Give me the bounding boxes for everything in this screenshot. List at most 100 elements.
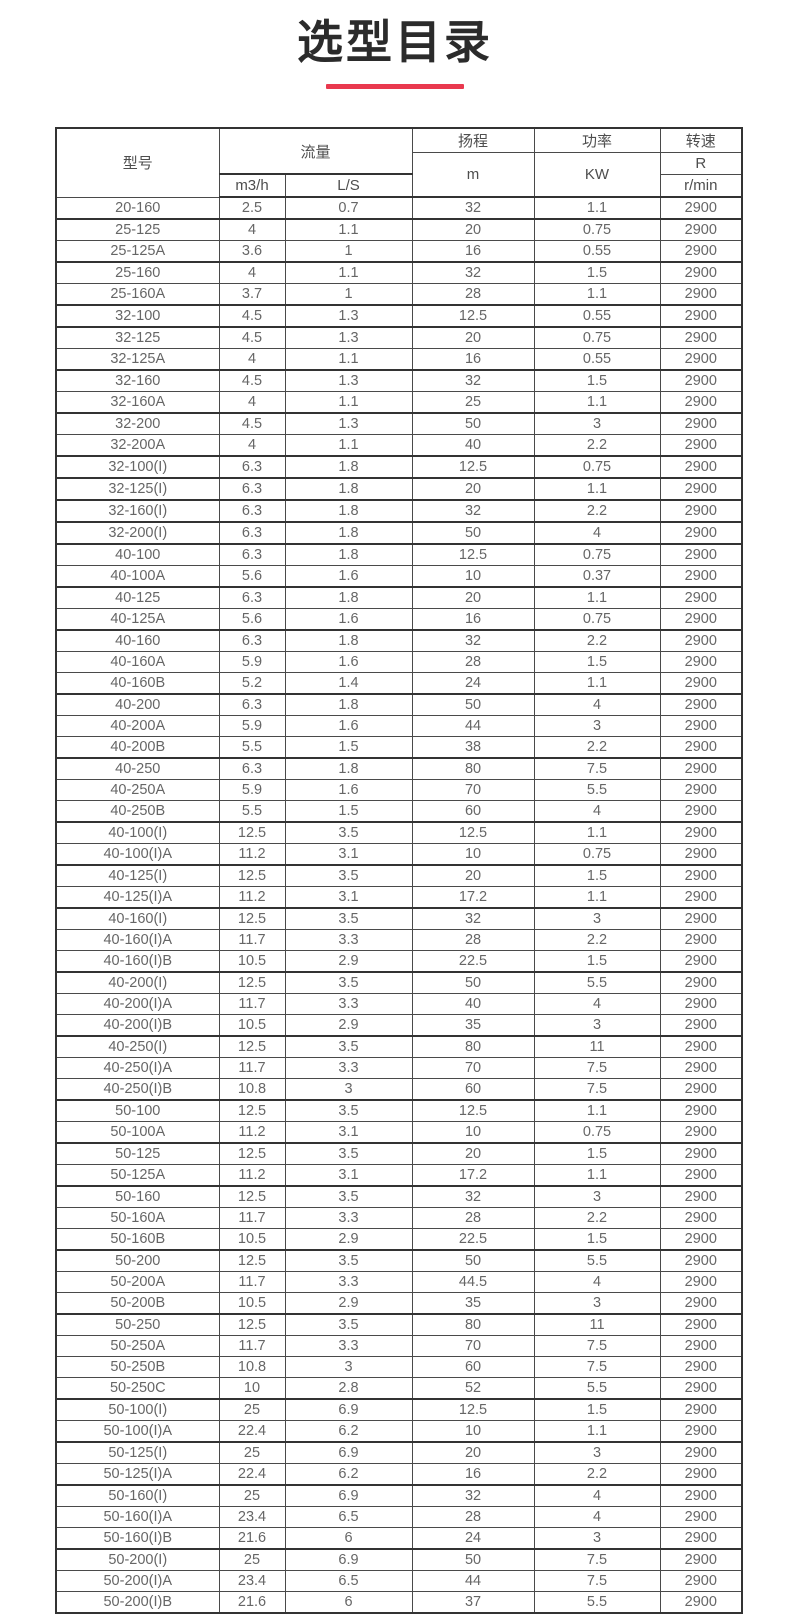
cell-head-m: 10 <box>411 1420 535 1443</box>
cell-flow-ls: 6.9 <box>284 1441 413 1465</box>
cell-model: 25-125A <box>55 240 220 263</box>
cell-head-m: 16 <box>411 1463 535 1486</box>
cell-flow-ls: 1.6 <box>284 779 413 802</box>
col-header-head-unit: m <box>411 151 535 199</box>
cell-model: 32-125(I) <box>55 477 220 501</box>
cell-flow-m3h: 5.6 <box>218 565 286 588</box>
cell-flow-m3h: 5.2 <box>218 672 286 695</box>
header-row-3: m3/h L/S r/min <box>56 173 743 199</box>
cell-head-m: 80 <box>411 757 535 781</box>
cell-flow-ls: 6.5 <box>284 1506 413 1529</box>
cell-flow-ls: 3.3 <box>284 1057 413 1080</box>
cell-power-kw: 3 <box>533 1185 661 1209</box>
table-row: 32-125A 4 1.1 16 0.55 2900 <box>55 348 743 371</box>
cell-head-m: 17.2 <box>411 1164 535 1187</box>
cell-head-m: 50 <box>411 971 535 995</box>
cell-flow-m3h: 12.5 <box>218 1313 286 1337</box>
cell-speed-rpm: 2900 <box>659 843 743 866</box>
cell-power-kw: 0.75 <box>533 455 661 479</box>
cell-power-kw: 4 <box>533 1271 661 1294</box>
cell-flow-ls: 3.3 <box>284 993 413 1016</box>
cell-speed-rpm: 2900 <box>659 1292 743 1315</box>
cell-head-m: 32 <box>411 196 535 220</box>
cell-model: 50-160(I)A <box>55 1506 220 1529</box>
cell-model: 50-100 <box>55 1099 220 1123</box>
cell-flow-ls: 1.3 <box>284 412 413 436</box>
cell-head-m: 80 <box>411 1035 535 1059</box>
table-row: 25-160 4 1.1 32 1.5 2900 <box>55 261 743 285</box>
cell-power-kw: 0.75 <box>533 218 661 242</box>
cell-model: 50-160A <box>55 1207 220 1230</box>
cell-power-kw: 4 <box>533 521 661 545</box>
col-header-flow-unit-ls: L/S <box>284 173 413 199</box>
cell-flow-ls: 0.7 <box>284 196 413 220</box>
cell-speed-rpm: 2900 <box>659 1121 743 1144</box>
cell-flow-ls: 1.8 <box>284 455 413 479</box>
cell-flow-m3h: 4 <box>218 434 286 457</box>
cell-power-kw: 7.5 <box>533 1356 661 1379</box>
table-row: 40-250 6.3 1.8 80 7.5 2900 <box>55 757 743 781</box>
cell-speed-rpm: 2900 <box>659 304 743 328</box>
cell-flow-ls: 3.3 <box>284 1335 413 1358</box>
cell-speed-rpm: 2900 <box>659 1078 743 1101</box>
cell-flow-ls: 3.3 <box>284 1271 413 1294</box>
cell-speed-rpm: 2900 <box>659 261 743 285</box>
cell-speed-rpm: 2900 <box>659 1335 743 1358</box>
cell-head-m: 38 <box>411 736 535 759</box>
cell-flow-m3h: 6.3 <box>218 543 286 567</box>
table-row: 40-125(I)A 11.2 3.1 17.2 1.1 2900 <box>55 886 743 909</box>
table-row: 40-200(I)B 10.5 2.9 35 3 2900 <box>55 1014 743 1037</box>
cell-speed-rpm: 2900 <box>659 1035 743 1059</box>
cell-head-m: 28 <box>411 929 535 952</box>
cell-head-m: 12.5 <box>411 543 535 567</box>
cell-flow-m3h: 4.5 <box>218 369 286 393</box>
table-row: 32-125(I) 6.3 1.8 20 1.1 2900 <box>55 477 743 501</box>
cell-flow-m3h: 10.5 <box>218 1014 286 1037</box>
cell-model: 25-125 <box>55 218 220 242</box>
cell-speed-rpm: 2900 <box>659 283 743 306</box>
table-row: 50-250C 10 2.8 52 5.5 2900 <box>55 1377 743 1400</box>
cell-model: 40-200(I)A <box>55 993 220 1016</box>
cell-flow-m3h: 11.7 <box>218 1335 286 1358</box>
cell-model: 50-200 <box>55 1249 220 1273</box>
cell-head-m: 22.5 <box>411 1228 535 1251</box>
cell-power-kw: 2.2 <box>533 434 661 457</box>
cell-speed-rpm: 2900 <box>659 971 743 995</box>
cell-flow-ls: 3.1 <box>284 1121 413 1144</box>
cell-flow-ls: 1.5 <box>284 800 413 823</box>
cell-model: 50-160 <box>55 1185 220 1209</box>
cell-power-kw: 1.1 <box>533 283 661 306</box>
cell-flow-m3h: 6.3 <box>218 586 286 610</box>
cell-flow-m3h: 12.5 <box>218 821 286 845</box>
table-row: 40-160(I)B 10.5 2.9 22.5 1.5 2900 <box>55 950 743 973</box>
cell-flow-ls: 3.5 <box>284 1185 413 1209</box>
cell-model: 50-125 <box>55 1142 220 1166</box>
table-row: 32-200 4.5 1.3 50 3 2900 <box>55 412 743 436</box>
cell-head-m: 80 <box>411 1313 535 1337</box>
cell-speed-rpm: 2900 <box>659 821 743 845</box>
table-row: 40-160B 5.2 1.4 24 1.1 2900 <box>55 672 743 695</box>
cell-speed-rpm: 2900 <box>659 672 743 695</box>
title-accent-divider <box>326 83 464 89</box>
cell-flow-ls: 6 <box>284 1591 413 1614</box>
table-row: 32-160(I) 6.3 1.8 32 2.2 2900 <box>55 499 743 523</box>
cell-head-m: 10 <box>411 1121 535 1144</box>
cell-flow-ls: 2.8 <box>284 1377 413 1400</box>
cell-speed-rpm: 2900 <box>659 693 743 717</box>
cell-speed-rpm: 2900 <box>659 348 743 371</box>
cell-speed-rpm: 2900 <box>659 1441 743 1465</box>
cell-model: 32-200A <box>55 434 220 457</box>
cell-speed-rpm: 2900 <box>659 1271 743 1294</box>
table-row: 50-160(I)A 23.4 6.5 28 4 2900 <box>55 1506 743 1529</box>
col-header-speed: 转速 <box>659 127 743 153</box>
cell-flow-m3h: 10 <box>218 1377 286 1400</box>
cell-flow-ls: 1.1 <box>284 218 413 242</box>
cell-flow-ls: 6 <box>284 1527 413 1550</box>
cell-flow-m3h: 3.6 <box>218 240 286 263</box>
cell-model: 32-200 <box>55 412 220 436</box>
cell-power-kw: 4 <box>533 1484 661 1508</box>
cell-flow-m3h: 23.4 <box>218 1506 286 1529</box>
cell-flow-ls: 3.5 <box>284 907 413 931</box>
cell-flow-m3h: 25 <box>218 1548 286 1572</box>
cell-model: 50-125(I) <box>55 1441 220 1465</box>
